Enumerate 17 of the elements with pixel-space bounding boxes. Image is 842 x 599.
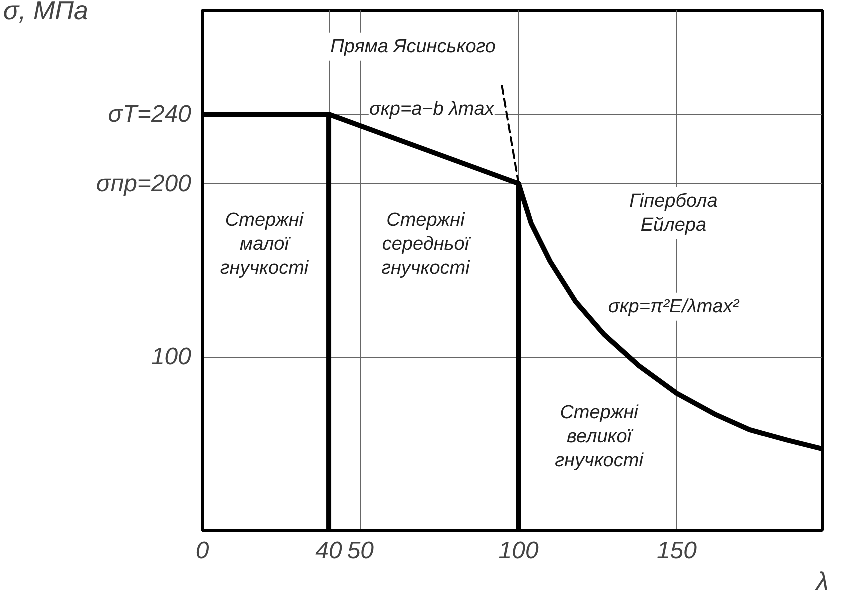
x-axis-title: λ bbox=[814, 566, 829, 596]
annotation: Гіпербола Ейлера bbox=[630, 190, 718, 236]
y-axis-title: σ, МПа bbox=[3, 0, 88, 26]
annotation: Стержні малої гнучкості bbox=[220, 210, 310, 279]
annotation: σкр=π²E/λmax² bbox=[608, 296, 740, 318]
y-tick-label: 100 bbox=[151, 344, 192, 371]
annotation: Стержні великої гнучкості bbox=[555, 402, 644, 472]
y-tick-label: σT=240 bbox=[108, 101, 192, 128]
y-tick-label: σпр=200 bbox=[96, 170, 192, 198]
x-tick-label: 50 bbox=[347, 538, 375, 564]
annotation: Стержні середньої гнучкості bbox=[382, 210, 472, 279]
x-tick-label: 100 bbox=[498, 538, 540, 564]
x-tick-label: 0 bbox=[196, 538, 210, 564]
x-tick-label: 40 bbox=[316, 538, 344, 564]
annotation: σкр=a−b λmax bbox=[369, 98, 496, 120]
x-tick-label: 150 bbox=[656, 538, 698, 564]
annotation: Пряма Ясинського bbox=[330, 36, 496, 58]
